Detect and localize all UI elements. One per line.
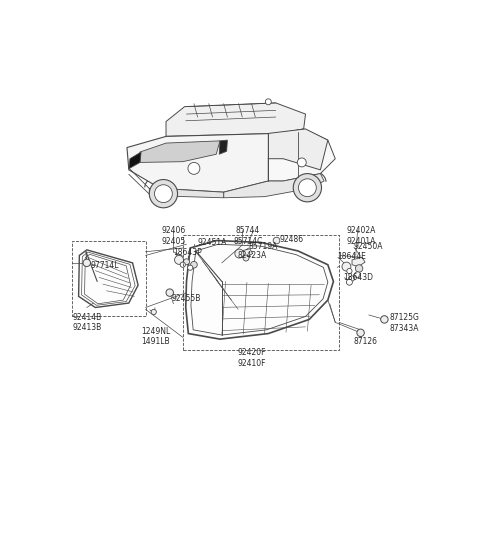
Text: 92420F
92410F: 92420F 92410F [237, 349, 266, 368]
Circle shape [355, 265, 363, 272]
Text: 18643P: 18643P [173, 248, 202, 257]
Circle shape [166, 289, 173, 296]
Circle shape [357, 329, 364, 337]
Text: 18643D: 18643D [344, 272, 373, 282]
Text: 87126: 87126 [353, 337, 377, 346]
Circle shape [293, 174, 322, 202]
Circle shape [355, 272, 360, 278]
Circle shape [183, 259, 190, 265]
Text: 92414B
92413B: 92414B 92413B [72, 313, 101, 333]
Circle shape [265, 99, 271, 104]
Circle shape [175, 255, 183, 265]
Text: 82423A: 82423A [238, 251, 267, 260]
Circle shape [297, 158, 306, 167]
Circle shape [347, 268, 352, 274]
Circle shape [299, 179, 316, 197]
Text: 1249NL
1491LB: 1249NL 1491LB [141, 327, 170, 346]
Circle shape [243, 255, 249, 261]
Text: 92486: 92486 [279, 235, 304, 244]
Circle shape [155, 185, 172, 202]
Circle shape [83, 259, 91, 267]
Polygon shape [129, 152, 141, 169]
Polygon shape [140, 141, 220, 162]
Circle shape [381, 316, 388, 323]
Text: 85719A: 85719A [249, 243, 278, 251]
Circle shape [235, 249, 244, 258]
Polygon shape [186, 240, 334, 339]
Polygon shape [268, 129, 328, 170]
Circle shape [180, 262, 185, 267]
Circle shape [349, 276, 355, 281]
Circle shape [342, 262, 351, 271]
Text: 87125G
87343A: 87125G 87343A [389, 314, 419, 333]
Circle shape [191, 261, 197, 268]
Polygon shape [219, 140, 228, 154]
Circle shape [188, 162, 200, 174]
Polygon shape [352, 257, 365, 267]
Text: 92402A
92401A: 92402A 92401A [347, 227, 376, 246]
Text: 97714L: 97714L [91, 261, 119, 270]
Polygon shape [268, 129, 335, 181]
Polygon shape [166, 103, 305, 136]
Polygon shape [188, 255, 201, 263]
Polygon shape [79, 250, 138, 307]
Circle shape [188, 265, 193, 270]
Text: 92455B: 92455B [172, 294, 201, 302]
Circle shape [347, 279, 352, 285]
Circle shape [151, 309, 156, 315]
Text: 92406
92405: 92406 92405 [161, 227, 186, 246]
Text: 18644E: 18644E [337, 252, 366, 261]
Polygon shape [127, 134, 276, 192]
Circle shape [273, 237, 280, 244]
Text: 92450A: 92450A [354, 241, 384, 251]
Text: 92451A: 92451A [198, 238, 227, 248]
Polygon shape [241, 249, 252, 257]
Polygon shape [149, 189, 224, 198]
Circle shape [149, 179, 178, 208]
Polygon shape [224, 174, 324, 198]
Text: 85744
85714C: 85744 85714C [233, 227, 263, 246]
